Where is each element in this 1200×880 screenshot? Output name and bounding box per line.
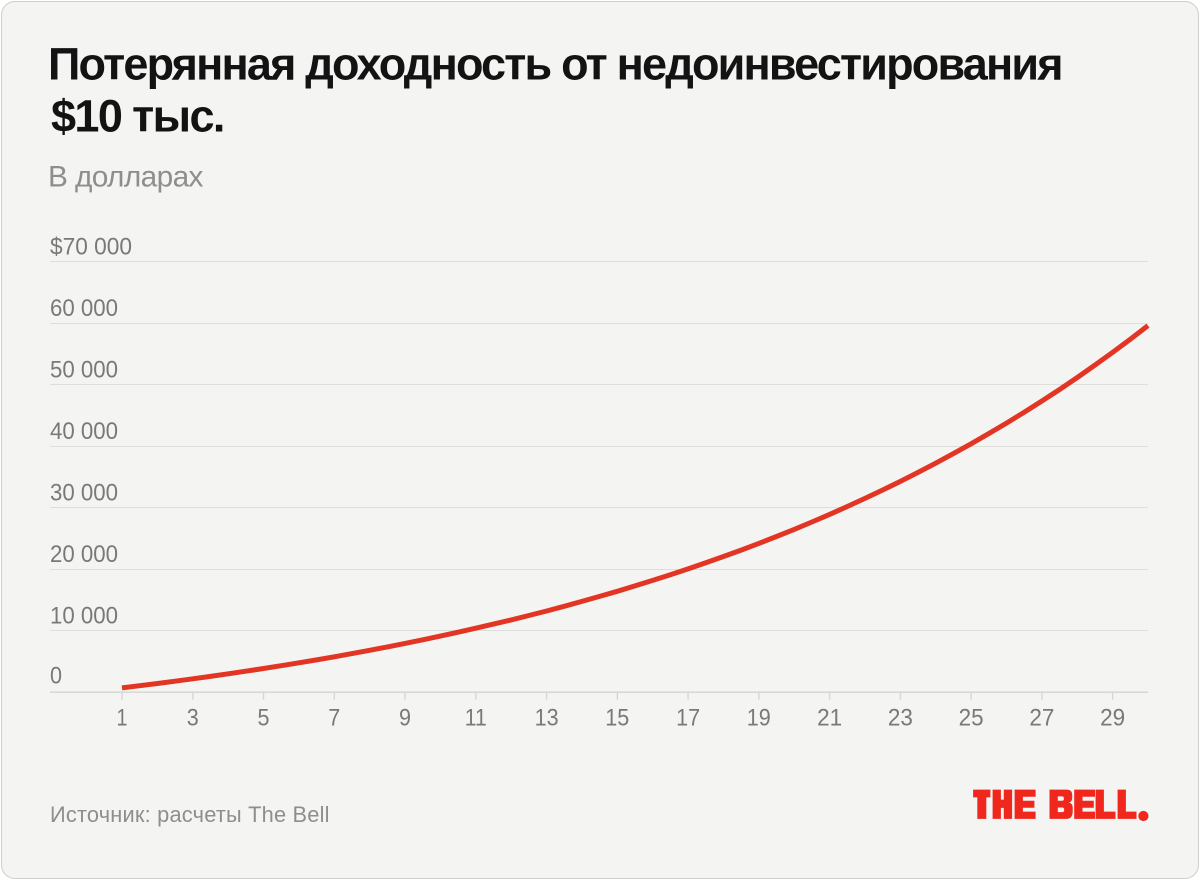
svg-text:Потерянная доходность от недои: Потерянная доходность от недоинвестирова… [48,39,1062,90]
svg-text:Источник: расчеты The Bell: Источник: расчеты The Bell [50,802,330,827]
svg-text:17: 17 [676,704,700,731]
svg-text:9: 9 [399,704,411,731]
svg-text:60 000: 60 000 [50,295,118,322]
svg-text:21: 21 [817,704,842,731]
svg-text:5: 5 [258,704,270,731]
svg-text:0: 0 [50,663,62,690]
svg-text:50 000: 50 000 [50,356,118,383]
svg-text:23: 23 [888,704,913,731]
svg-text:1: 1 [117,704,128,731]
svg-text:13: 13 [535,704,559,731]
svg-text:29: 29 [1100,704,1125,731]
svg-text:25: 25 [959,704,984,731]
svg-text:15: 15 [605,704,629,731]
svg-text:10 000: 10 000 [50,602,118,629]
svg-text:$70 000: $70 000 [50,233,132,260]
svg-text:$10 тыс.: $10 тыс. [51,91,224,142]
svg-text:20 000: 20 000 [50,541,118,568]
svg-text:27: 27 [1029,704,1054,731]
svg-text:В долларах: В долларах [48,161,204,194]
svg-text:19: 19 [747,704,771,731]
svg-text:7: 7 [328,704,340,731]
svg-text:3: 3 [187,704,199,731]
svg-text:40 000: 40 000 [50,418,118,445]
svg-text:11: 11 [465,704,487,731]
svg-text:30 000: 30 000 [50,479,118,506]
